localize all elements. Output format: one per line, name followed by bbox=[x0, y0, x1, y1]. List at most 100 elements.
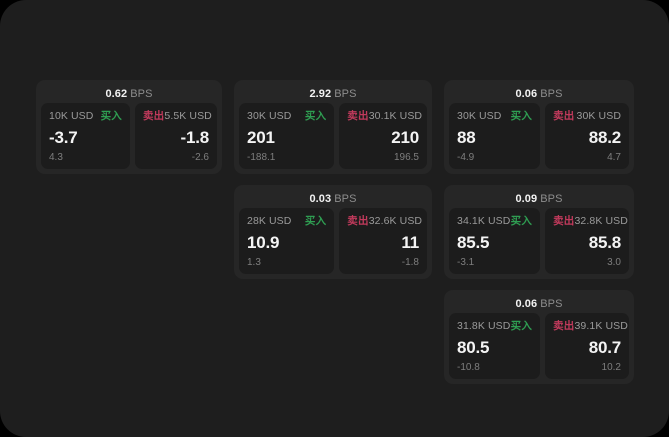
bps-unit: BPS bbox=[334, 88, 357, 100]
sell-side[interactable]: 卖出 32.6K USD 11 -1.8 bbox=[339, 208, 427, 274]
buy-side[interactable]: 10K USD 买入 -3.7 4.3 bbox=[41, 103, 130, 169]
grid-cell-r2c1-empty bbox=[36, 185, 222, 279]
bps-value: 0.09 bbox=[515, 193, 538, 205]
buy-delta: 4.3 bbox=[49, 152, 63, 163]
bps-header: 2.92 BPS bbox=[239, 85, 427, 103]
sell-side-top: 卖出 30.1K USD bbox=[347, 109, 423, 123]
bps-value: 0.06 bbox=[515, 298, 538, 310]
grid-cell-r1c3: 0.06 BPS 30K USD 买入 88 -4.9 卖出 bbox=[444, 80, 634, 174]
sell-side[interactable]: 卖出 32.8K USD 85.8 3.0 bbox=[545, 208, 629, 274]
sell-side-top: 卖出 30K USD bbox=[553, 109, 621, 123]
sell-action-label: 卖出 bbox=[347, 110, 369, 122]
quote-card[interactable]: 0.06 BPS 30K USD 买入 88 -4.9 卖出 bbox=[444, 80, 634, 174]
buy-side[interactable]: 30K USD 买入 88 -4.9 bbox=[449, 103, 541, 169]
buy-side-top: 34.1K USD 买入 bbox=[457, 214, 533, 228]
grid-cell-r1c1: 0.62 BPS 10K USD 买入 -3.7 4.3 卖出 bbox=[36, 80, 222, 174]
sell-price: 88.2 bbox=[588, 127, 621, 147]
buy-action-label: 买入 bbox=[510, 215, 533, 227]
sell-delta: 4.7 bbox=[607, 152, 621, 163]
sell-size-label: 32.6K USD bbox=[368, 214, 423, 227]
sell-side[interactable]: 卖出 39.1K USD 80.7 10.2 bbox=[545, 313, 629, 379]
buy-action-label: 买入 bbox=[304, 215, 327, 227]
buy-size-label: 34.1K USD bbox=[457, 214, 511, 227]
sell-price: -1.8 bbox=[180, 127, 210, 147]
sell-side[interactable]: 卖出 30K USD 88.2 4.7 bbox=[545, 103, 629, 169]
sell-price: 80.7 bbox=[588, 337, 621, 357]
sell-action-label: 卖出 bbox=[553, 215, 575, 227]
buy-price: 201 bbox=[247, 127, 275, 147]
sell-delta: 10.2 bbox=[601, 362, 621, 373]
bps-value: 0.62 bbox=[105, 88, 128, 100]
buy-side-top: 31.8K USD 买入 bbox=[457, 319, 532, 333]
buy-delta: 1.3 bbox=[247, 257, 261, 268]
buy-side-top: 30K USD 买入 bbox=[247, 109, 327, 123]
sell-size-label: 5.5K USD bbox=[164, 109, 212, 122]
buy-size-label: 31.8K USD bbox=[457, 319, 511, 332]
buy-price: 85.5 bbox=[457, 232, 490, 252]
sell-delta: -2.6 bbox=[191, 152, 209, 163]
sell-delta: 196.5 bbox=[393, 152, 419, 163]
quote-grid: 0.62 BPS 10K USD 买入 -3.7 4.3 卖出 bbox=[36, 80, 634, 386]
sell-side[interactable]: 卖出 30.1K USD 210 196.5 bbox=[339, 103, 427, 169]
quote-card[interactable]: 0.06 BPS 31.8K USD 买入 80.5 -10.8 卖出 bbox=[444, 290, 634, 384]
sell-price: 11 bbox=[401, 232, 419, 252]
buy-action-label: 买入 bbox=[510, 110, 533, 122]
buy-side[interactable]: 30K USD 买入 201 -188.1 bbox=[239, 103, 335, 169]
bps-header: 0.06 BPS bbox=[449, 295, 629, 313]
buy-delta: -3.1 bbox=[457, 257, 475, 268]
card-sides: 31.8K USD 买入 80.5 -10.8 卖出 39.1K USD 80.… bbox=[449, 313, 629, 379]
buy-size-label: 28K USD bbox=[247, 214, 292, 227]
grid-cell-r1c2: 2.92 BPS 30K USD 买入 201 -188.1 卖出 bbox=[234, 80, 432, 174]
grid-cell-r2c2: 0.03 BPS 28K USD 买入 10.9 1.3 卖出 bbox=[234, 185, 432, 279]
buy-side-top: 10K USD 买入 bbox=[49, 109, 122, 123]
buy-price: 88 bbox=[457, 127, 476, 147]
sell-size-label: 30.1K USD bbox=[368, 109, 423, 122]
buy-action-label: 买入 bbox=[100, 110, 122, 122]
sell-side-top: 卖出 39.1K USD bbox=[553, 319, 628, 333]
card-sides: 30K USD 买入 88 -4.9 卖出 30K USD 88.2 4.7 bbox=[449, 103, 629, 169]
quote-card[interactable]: 0.09 BPS 34.1K USD 买入 85.5 -3.1 卖出 bbox=[444, 185, 634, 279]
buy-side-top: 28K USD 买入 bbox=[247, 214, 327, 228]
card-sides: 28K USD 买入 10.9 1.3 卖出 32.6K USD 11 -1.8 bbox=[239, 208, 427, 274]
quote-card[interactable]: 0.03 BPS 28K USD 买入 10.9 1.3 卖出 bbox=[234, 185, 432, 279]
grid-cell-r3c2-empty bbox=[234, 290, 432, 384]
sell-delta: 3.0 bbox=[607, 257, 621, 268]
card-sides: 10K USD 买入 -3.7 4.3 卖出 5.5K USD -1.8 -2.… bbox=[41, 103, 217, 169]
card-sides: 34.1K USD 买入 85.5 -3.1 卖出 32.8K USD 85.8… bbox=[449, 208, 629, 274]
quote-card[interactable]: 2.92 BPS 30K USD 买入 201 -188.1 卖出 bbox=[234, 80, 432, 174]
buy-delta: -10.8 bbox=[457, 362, 480, 373]
buy-size-label: 10K USD bbox=[49, 109, 94, 122]
sell-action-label: 卖出 bbox=[553, 110, 575, 122]
bps-unit: BPS bbox=[334, 193, 357, 205]
bps-value: 2.92 bbox=[309, 88, 332, 100]
sell-price: 210 bbox=[391, 127, 419, 147]
buy-delta: -188.1 bbox=[247, 152, 276, 163]
buy-delta: -4.9 bbox=[457, 152, 475, 163]
quote-card[interactable]: 0.62 BPS 10K USD 买入 -3.7 4.3 卖出 bbox=[36, 80, 222, 174]
buy-side[interactable]: 31.8K USD 买入 80.5 -10.8 bbox=[449, 313, 541, 379]
sell-size-label: 32.8K USD bbox=[574, 214, 628, 227]
buy-side[interactable]: 28K USD 买入 10.9 1.3 bbox=[239, 208, 335, 274]
buy-price: -3.7 bbox=[49, 127, 78, 147]
grid-cell-r2c3: 0.09 BPS 34.1K USD 买入 85.5 -3.1 卖出 bbox=[444, 185, 634, 279]
bps-header: 0.09 BPS bbox=[449, 190, 629, 208]
bps-value: 0.06 bbox=[515, 88, 538, 100]
bps-header: 0.62 BPS bbox=[41, 85, 217, 103]
buy-price: 10.9 bbox=[247, 232, 280, 252]
buy-size-label: 30K USD bbox=[247, 109, 292, 122]
bps-unit: BPS bbox=[540, 88, 563, 100]
buy-action-label: 买入 bbox=[304, 110, 327, 122]
sell-side[interactable]: 卖出 5.5K USD -1.8 -2.6 bbox=[134, 103, 217, 169]
bps-header: 0.03 BPS bbox=[239, 190, 427, 208]
bps-header: 0.06 BPS bbox=[449, 85, 629, 103]
bps-unit: BPS bbox=[540, 193, 563, 205]
bps-unit: BPS bbox=[540, 298, 563, 310]
buy-size-label: 30K USD bbox=[457, 109, 502, 122]
card-sides: 30K USD 买入 201 -188.1 卖出 30.1K USD 210 1… bbox=[239, 103, 427, 169]
sell-action-label: 卖出 bbox=[142, 110, 165, 122]
sell-action-label: 卖出 bbox=[553, 320, 575, 332]
buy-side[interactable]: 34.1K USD 买入 85.5 -3.1 bbox=[449, 208, 541, 274]
grid-cell-r3c3: 0.06 BPS 31.8K USD 买入 80.5 -10.8 卖出 bbox=[444, 290, 634, 384]
bps-value: 0.03 bbox=[309, 193, 332, 205]
